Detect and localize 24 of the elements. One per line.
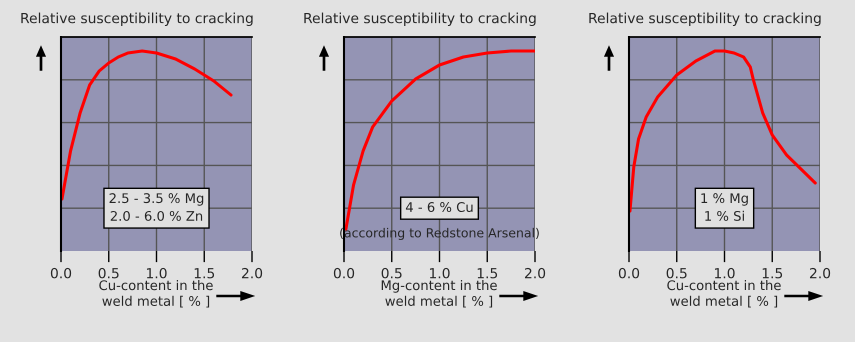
x-tick-label: 1.5: [762, 268, 782, 278]
x-axis-title: Cu-content in the weld metal [ % ]: [667, 280, 781, 308]
chart-title: Relative susceptibility to cracking: [589, 12, 821, 26]
annotation: 2.5 - 3.5 % Mg 2.0 - 6.0 % Zn: [110, 193, 204, 221]
x-tick-label: 2.0: [524, 268, 546, 278]
chart-title: Relative susceptibility to cracking: [304, 12, 536, 26]
annotation: 4 - 6 % Cu: [406, 202, 473, 212]
x-axis-title: Mg-content in the weld metal [ % ]: [382, 280, 497, 308]
x-tick-label: 1.0: [430, 268, 450, 278]
x-tick-label: 0.5: [666, 268, 687, 278]
x-tick-label: 1.5: [194, 268, 214, 278]
x-tick-label: 0.0: [50, 268, 72, 278]
x-tick-label: 1.0: [714, 268, 735, 278]
x-tick-label: 0.0: [618, 268, 640, 278]
annotation: 1 % Mg 1 % Si: [701, 193, 748, 221]
x-tick-label: 0.0: [334, 268, 354, 278]
x-tick-label: 2.0: [242, 268, 262, 278]
x-tick-label: 0.5: [98, 268, 119, 278]
x-tick-label: 2.0: [810, 268, 830, 278]
chart-title: Relative susceptibility to cracking: [21, 12, 253, 26]
x-axis-title: Cu-content in the weld metal [ % ]: [99, 280, 213, 308]
x-tick-label: 1.5: [478, 268, 498, 278]
x-tick-label: 0.5: [382, 268, 402, 278]
x-tick-label: 1.0: [146, 268, 167, 278]
